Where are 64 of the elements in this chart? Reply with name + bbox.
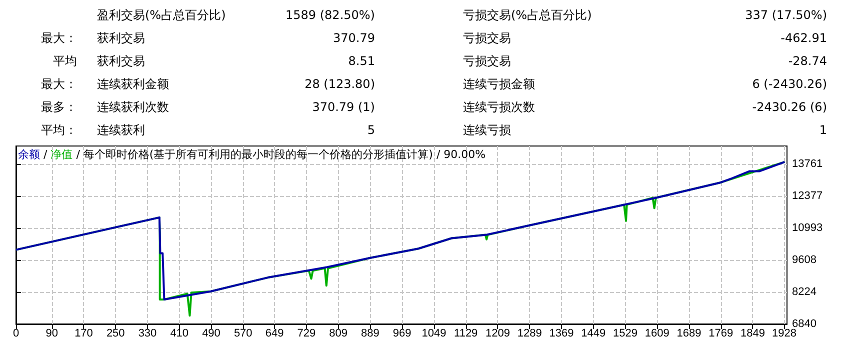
text: 8.51 bbox=[348, 53, 375, 69]
x-tick-label: 1529 bbox=[612, 328, 638, 340]
text: 连续获利金额 bbox=[97, 76, 169, 92]
x-tick-label: 410 bbox=[170, 328, 189, 340]
text: 最大： bbox=[41, 30, 77, 46]
x-tick-label: 330 bbox=[138, 328, 157, 340]
text: 28 (123.80) bbox=[304, 76, 375, 92]
x-tick-label: 1289 bbox=[517, 328, 542, 340]
text: -462.91 bbox=[780, 30, 827, 46]
text: 连续亏损 bbox=[463, 122, 511, 138]
text: 6 (-2430.26) bbox=[752, 76, 827, 92]
x-tick-label: 570 bbox=[234, 328, 252, 340]
text: 连续获利次数 bbox=[97, 99, 169, 115]
x-tick-label: 649 bbox=[265, 328, 284, 340]
text: 1589 (82.50%) bbox=[286, 7, 375, 23]
y-tick-label: 12377 bbox=[792, 190, 823, 202]
y-tick-label: 9608 bbox=[792, 254, 816, 266]
text: 净值 bbox=[50, 148, 73, 161]
x-tick-label: 1928 bbox=[772, 328, 796, 340]
x-tick-label: 1689 bbox=[676, 328, 702, 340]
x-tick-label: 170 bbox=[74, 328, 93, 340]
y-tick-label: 8224 bbox=[792, 286, 816, 298]
chart-subtitle: / 每个即时价格(基于所有可利用的最小时段的每一个价格的分形插值计算) / 90.00% bbox=[76, 148, 486, 161]
x-tick-label: 490 bbox=[202, 328, 220, 340]
text: 盈利交易(%占总百分比) bbox=[97, 7, 226, 23]
text: 连续获利 bbox=[97, 122, 145, 138]
annotation: / bbox=[43, 148, 48, 161]
x-tick-label: 1209 bbox=[485, 328, 510, 340]
text: -2430.26 (6) bbox=[752, 99, 827, 115]
text: 5 bbox=[367, 122, 375, 138]
x-tick-label: 1369 bbox=[549, 328, 574, 340]
text: 平均 bbox=[53, 53, 77, 69]
text: 370.79 bbox=[333, 30, 375, 46]
x-tick-label: 0 bbox=[12, 328, 20, 340]
y-tick-label: 13761 bbox=[792, 158, 823, 170]
text: 连续亏损次数 bbox=[463, 99, 535, 115]
text: 337 (17.50%) bbox=[745, 7, 827, 23]
text: 连续亏损金额 bbox=[463, 76, 535, 92]
text: 1 bbox=[819, 122, 827, 138]
text: 最大： bbox=[41, 76, 77, 92]
x-tick-label: 1769 bbox=[708, 328, 734, 340]
text: 亏损交易 bbox=[463, 53, 511, 69]
text: 余额 bbox=[18, 148, 40, 161]
x-tick-label: 1129 bbox=[454, 328, 478, 340]
text: 获利交易 bbox=[97, 30, 145, 46]
y-tick-label: 10993 bbox=[792, 222, 823, 234]
text: 获利交易 bbox=[97, 53, 145, 69]
x-tick-label: 889 bbox=[361, 328, 380, 340]
text: 370.79 (1) bbox=[312, 99, 375, 115]
y-tick-label: 6840 bbox=[792, 318, 816, 330]
x-tick-label: 969 bbox=[392, 328, 412, 340]
x-tick-label: 809 bbox=[329, 328, 348, 340]
x-tick-label: 1049 bbox=[422, 328, 446, 340]
x-tick-label: 90 bbox=[46, 328, 58, 340]
x-tick-label: 250 bbox=[106, 328, 125, 340]
x-tick-label: 1609 bbox=[644, 328, 670, 340]
text: -28.74 bbox=[788, 53, 827, 69]
x-tick-label: 1849 bbox=[740, 328, 765, 340]
x-tick-label: 1449 bbox=[581, 328, 606, 340]
text: 平均： bbox=[41, 122, 77, 138]
text: 最多： bbox=[41, 99, 77, 115]
text: 亏损交易 bbox=[463, 30, 511, 46]
text: 亏损交易(%占总百分比) bbox=[463, 7, 592, 23]
x-tick-label: 729 bbox=[297, 328, 316, 340]
